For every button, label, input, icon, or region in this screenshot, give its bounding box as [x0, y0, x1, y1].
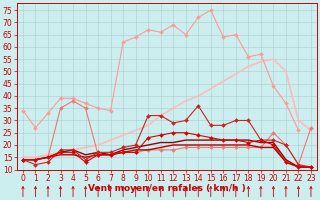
- X-axis label: Vent moyen/en rafales ( km/h ): Vent moyen/en rafales ( km/h ): [88, 184, 246, 193]
